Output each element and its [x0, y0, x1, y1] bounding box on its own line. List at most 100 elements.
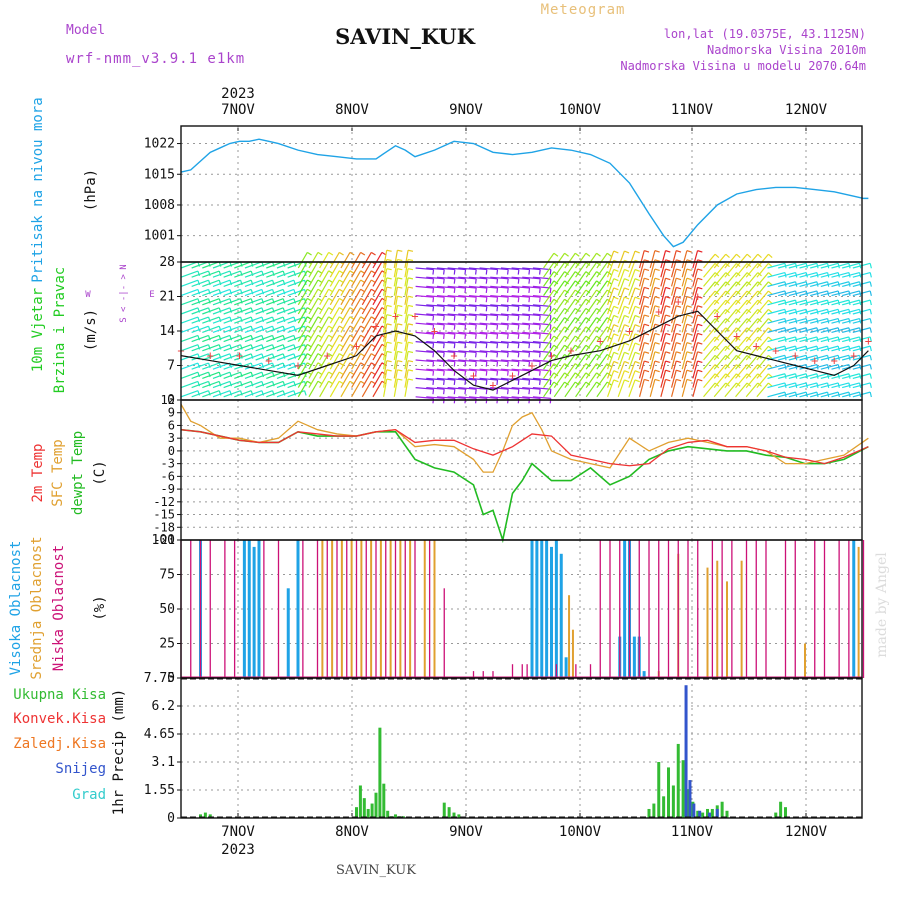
wind-barb-flag	[407, 295, 414, 298]
wind-barb	[767, 363, 786, 370]
wind-barb	[468, 396, 487, 399]
wind-barb-flag	[654, 305, 660, 308]
wind-barb-flag	[386, 277, 392, 280]
wind-barb-flag	[360, 251, 366, 256]
wind-barb-flag	[574, 326, 580, 331]
total-rain-bar	[686, 789, 690, 818]
wind-barb-flag	[686, 351, 692, 354]
wind-barb-flag	[443, 278, 445, 284]
wind-barb-flag	[676, 378, 682, 382]
wind-barb-flag	[539, 297, 541, 303]
wind-barb	[479, 267, 498, 271]
wind-barb	[426, 377, 445, 381]
wind-barb-flag	[407, 268, 414, 271]
mid-cloud-bar	[568, 595, 571, 678]
wind-barb	[180, 261, 199, 269]
wind-barb	[404, 369, 409, 388]
wind-barb	[767, 345, 786, 352]
wind-barb	[329, 288, 340, 306]
wind-barb-flag	[624, 278, 630, 282]
wind-barb-flag	[686, 268, 692, 272]
wind-barb-flag	[553, 381, 559, 386]
low-cloud-bar	[316, 540, 319, 678]
temp-ylabel: 2m Temp SFC Temp dewpt Temp (C)	[30, 431, 108, 515]
wind-barb	[596, 326, 608, 342]
wind-barb	[564, 344, 576, 361]
wind-barb	[351, 334, 362, 352]
wind-barb-flag	[613, 296, 619, 300]
wind-barb	[468, 267, 487, 271]
wind-barb	[767, 290, 786, 297]
ytick-label: -12	[153, 495, 175, 509]
ytick-label: 7.75	[144, 671, 175, 686]
total-rain-bar	[382, 783, 386, 818]
panel-frame	[180, 677, 863, 819]
wind-barb-flag	[574, 381, 580, 386]
wind-barb	[778, 281, 796, 287]
ytick-label: 3	[168, 431, 175, 445]
wind-barb-flag	[585, 335, 591, 340]
svg-text:2m Temp: 2m Temp	[30, 443, 46, 502]
wind-barb	[617, 296, 625, 315]
wind-barb	[553, 344, 566, 361]
wind-barb	[692, 342, 699, 361]
snow-bar	[688, 780, 692, 818]
top-day-label: 9NOV	[449, 102, 483, 118]
wind-barb-flag	[574, 335, 580, 340]
wind-barb	[724, 327, 737, 342]
wind-barb	[596, 289, 608, 306]
total-rain-bar	[386, 810, 390, 818]
wind-barb-flag	[686, 277, 692, 281]
wind-barb	[842, 391, 860, 398]
wind-barb	[255, 353, 273, 361]
wind-barb	[191, 380, 209, 389]
wind-barb	[628, 315, 636, 333]
wind-barb	[575, 298, 587, 315]
wind-barb	[756, 318, 769, 333]
wind-barb	[724, 281, 737, 296]
wind-barb-flag	[549, 278, 552, 284]
ytick-label: 7	[167, 359, 175, 374]
wind-barb-flag	[386, 323, 392, 326]
wind-barb-flag	[443, 315, 445, 321]
wind-barb	[447, 368, 466, 372]
wind-barb-flag	[676, 332, 682, 336]
wind-barb-flag	[624, 268, 630, 272]
wind-barb-flag	[528, 379, 531, 386]
wind-barb	[180, 270, 199, 278]
wind-barb	[266, 371, 284, 379]
wind-barb-flag	[386, 258, 392, 262]
low-cloud-bar	[599, 540, 601, 678]
wind-barb-flag	[676, 351, 682, 354]
wind-barb	[692, 379, 699, 397]
wind-barb	[799, 290, 818, 297]
wind-barb	[308, 380, 319, 398]
wind-barb	[799, 373, 818, 379]
wind-barb	[799, 271, 818, 278]
snow-bar	[698, 810, 702, 818]
low-cloud-bar	[711, 540, 714, 678]
wind-barb	[756, 290, 769, 306]
wind-barb-flag	[397, 249, 403, 252]
wind-barb-flag	[634, 370, 640, 374]
wind-barb	[522, 304, 541, 307]
wind-barb	[191, 344, 209, 352]
wind-barb	[628, 269, 636, 287]
wind-barb	[820, 382, 839, 389]
wind-barb-flag	[453, 287, 456, 294]
svg-text:(C): (C)	[92, 460, 108, 485]
wind-barb	[255, 380, 273, 389]
wind-barb-flag	[634, 360, 640, 364]
wind-barb	[511, 331, 530, 335]
wind-barb	[319, 252, 330, 269]
total-rain-bar	[676, 743, 680, 818]
wind-barb	[778, 345, 796, 352]
wind-barb-flag	[539, 269, 541, 275]
wind-barb-flag	[507, 306, 509, 312]
wind-barb	[490, 313, 509, 317]
wind-barb-flag	[386, 249, 392, 252]
wind-barb	[319, 353, 330, 370]
wind-barb-flag	[574, 252, 580, 257]
wind-barb	[308, 353, 319, 370]
wind-barb	[383, 360, 388, 379]
